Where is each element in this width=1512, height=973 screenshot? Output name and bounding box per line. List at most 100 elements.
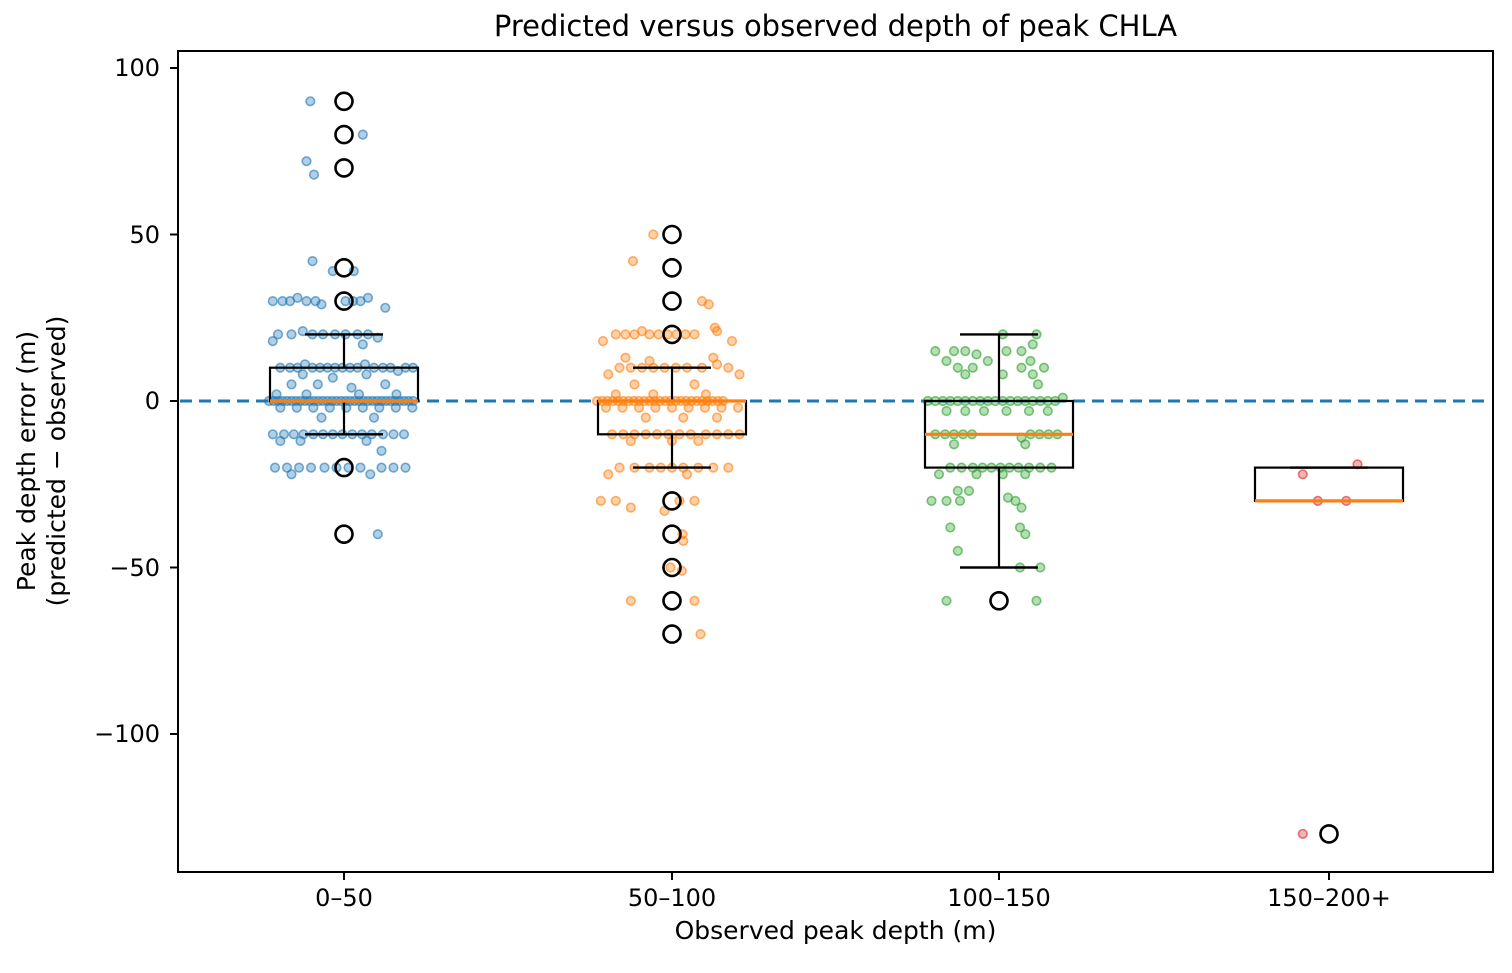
flier-circle	[334, 91, 354, 112]
scatter-point	[376, 445, 387, 457]
scatter-point	[1032, 379, 1044, 390]
scatter-point	[1020, 529, 1031, 540]
scatter-point	[1020, 439, 1031, 450]
scatter-point	[603, 469, 614, 480]
scatter-point	[407, 402, 418, 413]
scatter-point	[1038, 362, 1050, 373]
scatter-point	[301, 156, 312, 167]
scatter-point	[648, 229, 659, 240]
scatter-point	[941, 595, 952, 606]
scatter-point	[933, 469, 945, 480]
scatter-point	[603, 369, 614, 380]
flier-circle	[334, 257, 354, 278]
scatter-point	[666, 402, 678, 413]
scatter-point	[267, 336, 278, 347]
scatter-point	[357, 339, 368, 350]
scatter-point	[644, 329, 655, 340]
scatter-point	[926, 495, 937, 507]
scatter-point	[286, 379, 297, 390]
scatter-point	[629, 379, 640, 390]
flier-circle	[334, 291, 354, 311]
scatter-point	[340, 296, 351, 307]
y-tick-label: −50	[109, 553, 160, 582]
scatter-point	[732, 402, 744, 413]
scatter-point	[960, 405, 971, 417]
flier-circle	[334, 524, 354, 545]
scatter-point	[269, 462, 281, 473]
axes-spines	[177, 50, 1494, 873]
scatter-point	[665, 562, 676, 573]
scatter-point	[388, 462, 399, 473]
scatter-point	[716, 402, 727, 413]
scatter-point	[376, 462, 387, 473]
scatter-point	[1016, 502, 1027, 513]
scatter-point	[1001, 346, 1012, 357]
scatter-point	[734, 369, 745, 380]
scatter-point	[307, 256, 318, 267]
scatter-point	[695, 628, 706, 640]
flier-circle	[334, 158, 354, 178]
scatter-point	[711, 359, 723, 370]
x-tick-label: 50–100	[627, 884, 717, 912]
scatter-point	[400, 462, 411, 473]
scatter-point	[617, 402, 628, 413]
y-tick-label: 100	[114, 54, 160, 82]
scatter-point	[625, 502, 636, 513]
scatter-point	[941, 355, 952, 367]
x-tick-label: 100–150	[947, 884, 1051, 912]
scatter-point	[361, 369, 372, 380]
scatter-point	[693, 435, 704, 447]
scatter-point	[1014, 522, 1026, 533]
flier-circle	[662, 557, 682, 578]
scatter-point	[1010, 495, 1021, 507]
scatter-point	[372, 529, 383, 540]
x-axis-label: Observed peak depth (m)	[674, 916, 997, 945]
flier-circle	[334, 124, 354, 145]
scatter-point	[293, 462, 305, 473]
y-tick-label: −100	[94, 720, 160, 748]
flier-circle	[334, 457, 354, 478]
scatter-point	[952, 545, 963, 557]
y-axis-label-line1: Peak depth error (m)	[12, 330, 41, 592]
scatter-point	[355, 462, 366, 473]
scatter-point	[267, 296, 278, 307]
scatter-point	[1020, 469, 1031, 480]
x-tick-label: 0–50	[315, 884, 373, 912]
flier-circle	[1319, 824, 1339, 844]
y-tick-label: 0	[144, 387, 160, 415]
scatter-point	[380, 302, 391, 313]
scatter-point	[324, 402, 335, 413]
scatter-point	[288, 429, 299, 440]
scatter-point	[948, 346, 960, 357]
scatter-point	[297, 369, 308, 380]
scatter-point	[699, 402, 711, 413]
scatter-point	[627, 256, 639, 267]
scatter-point	[277, 296, 288, 307]
scatter-point	[398, 429, 410, 440]
scatter-point	[365, 469, 376, 480]
scatter-point	[305, 462, 317, 473]
scatter-point	[689, 379, 700, 390]
scatter-point	[272, 329, 284, 340]
flier-circle	[662, 257, 682, 278]
scatter-point	[945, 522, 956, 533]
y-axis-label: Peak depth error (m) (predicted − observ…	[11, 211, 73, 711]
scatter-point	[683, 402, 694, 413]
scatter-point	[301, 296, 312, 307]
x-tick-label: 150–200+	[1267, 884, 1391, 912]
flier-circle	[662, 324, 682, 345]
scatter-point	[380, 379, 391, 390]
scatter-point	[620, 352, 631, 363]
scatter-point	[305, 96, 316, 107]
scatter-point	[625, 595, 636, 606]
scatter-point	[971, 469, 982, 480]
scatter-point	[368, 412, 380, 423]
flier-circle	[662, 590, 682, 611]
scatter-point	[1016, 346, 1027, 357]
scatter-point	[625, 435, 636, 447]
scatter-point	[600, 402, 612, 413]
flier-circle	[662, 291, 682, 311]
flier-circle	[662, 624, 682, 644]
scatter-point	[357, 129, 368, 140]
